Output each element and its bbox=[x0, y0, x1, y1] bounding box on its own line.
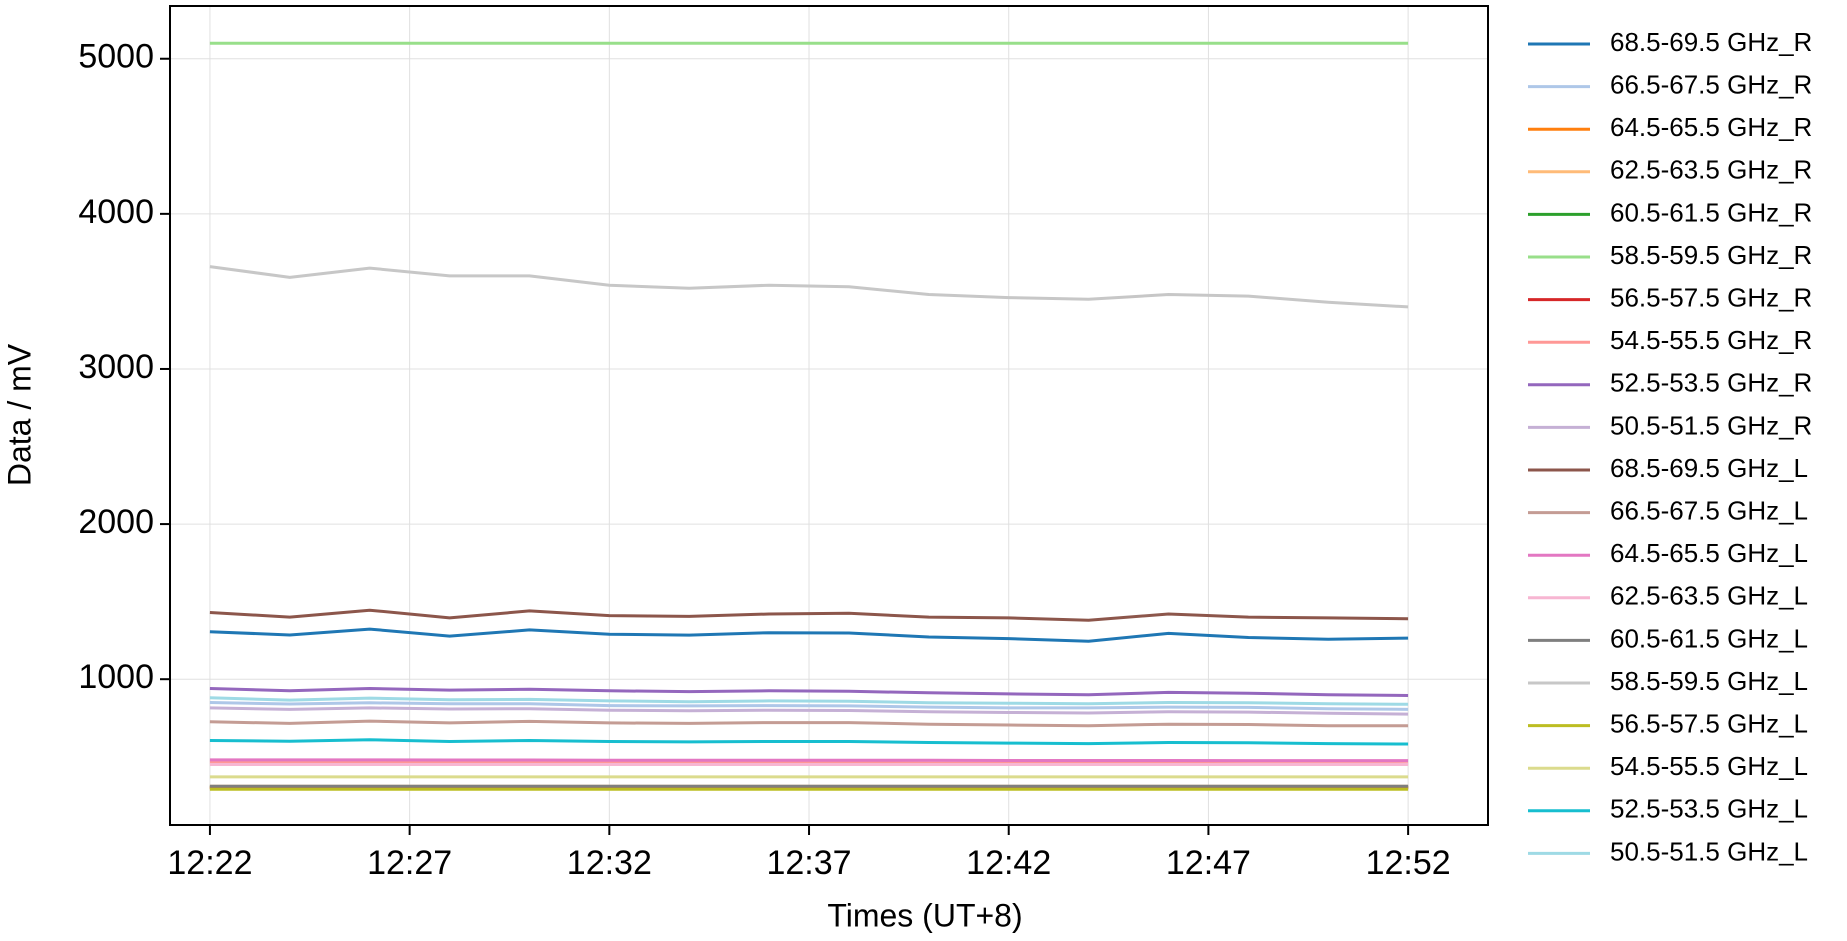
legend-label: 60.5-61.5 GHz_L bbox=[1610, 623, 1808, 653]
series-line bbox=[209, 758, 1409, 763]
legend-label: 60.5-61.5 GHz_R bbox=[1610, 197, 1812, 227]
legend-label: 62.5-63.5 GHz_L bbox=[1610, 581, 1808, 611]
legend-label: 64.5-65.5 GHz_L bbox=[1610, 538, 1808, 568]
legend-label: 54.5-55.5 GHz_L bbox=[1610, 751, 1808, 781]
series-line bbox=[209, 701, 1409, 711]
series-line bbox=[209, 706, 1409, 716]
legend-label: 66.5-67.5 GHz_L bbox=[1610, 495, 1808, 525]
legend-label: 50.5-51.5 GHz_L bbox=[1610, 836, 1808, 866]
series-line bbox=[209, 696, 1409, 706]
legend-label: 54.5-55.5 GHz_R bbox=[1610, 325, 1812, 355]
series-line bbox=[209, 627, 1409, 643]
y-tick-label: 2000 bbox=[78, 503, 154, 541]
series-line bbox=[209, 608, 1409, 622]
series-line bbox=[209, 738, 1409, 746]
series-line bbox=[209, 687, 1409, 697]
x-tick-label: 12:22 bbox=[167, 844, 252, 882]
y-tick-label: 5000 bbox=[78, 38, 154, 76]
legend-label: 62.5-63.5 GHz_R bbox=[1610, 155, 1812, 185]
legend-label: 68.5-69.5 GHz_R bbox=[1610, 27, 1812, 57]
x-tick-label: 12:32 bbox=[567, 844, 652, 882]
legend-label: 68.5-69.5 GHz_L bbox=[1610, 453, 1808, 483]
legend-label: 66.5-67.5 GHz_R bbox=[1610, 69, 1812, 99]
x-tick-label: 12:47 bbox=[1166, 844, 1251, 882]
x-tick-label: 12:37 bbox=[766, 844, 851, 882]
legend-label: 56.5-57.5 GHz_R bbox=[1610, 282, 1812, 312]
legend-label: 56.5-57.5 GHz_L bbox=[1610, 708, 1808, 738]
y-tick-label: 3000 bbox=[78, 348, 154, 386]
legend-label: 58.5-59.5 GHz_R bbox=[1610, 240, 1812, 270]
legend-label: 52.5-53.5 GHz_L bbox=[1610, 794, 1808, 824]
y-axis-label: Data / mV bbox=[1, 343, 37, 486]
y-tick-label: 1000 bbox=[78, 658, 154, 696]
y-tick-label: 4000 bbox=[78, 193, 154, 231]
legend-label: 64.5-65.5 GHz_R bbox=[1610, 112, 1812, 142]
x-tick-label: 12:27 bbox=[367, 844, 452, 882]
plot-frame bbox=[169, 5, 1489, 826]
series-line bbox=[209, 719, 1409, 728]
x-axis-label: Times (UT+8) bbox=[827, 897, 1022, 933]
x-tick-label: 12:42 bbox=[966, 844, 1051, 882]
series-line bbox=[209, 265, 1409, 309]
legend-label: 52.5-53.5 GHz_R bbox=[1610, 368, 1812, 398]
legend-label: 58.5-59.5 GHz_L bbox=[1610, 666, 1808, 696]
legend-label: 50.5-51.5 GHz_R bbox=[1610, 410, 1812, 440]
x-tick-label: 12:52 bbox=[1366, 844, 1451, 882]
